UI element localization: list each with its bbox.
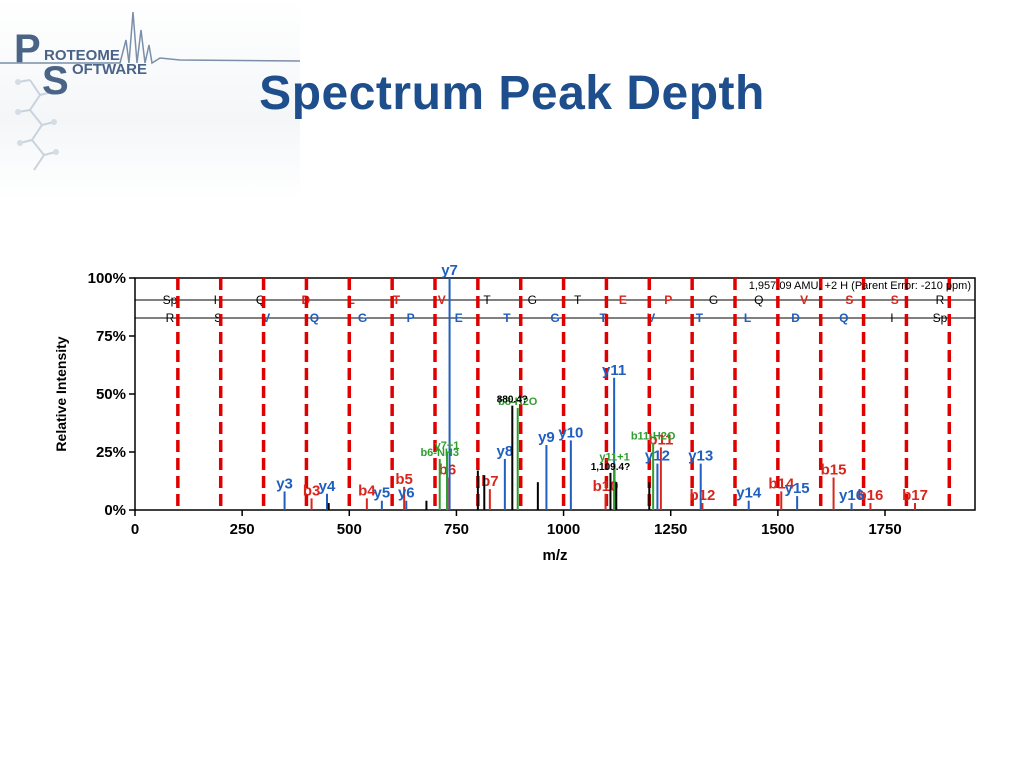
peak-label: y7 bbox=[441, 262, 458, 279]
peak-label: b11 bbox=[648, 431, 673, 448]
slide-title: Spectrum Peak Depth bbox=[259, 67, 765, 120]
x-tick-label: 0 bbox=[131, 521, 139, 538]
y-sequence-residue: T bbox=[599, 311, 607, 325]
peak-label: y6 bbox=[398, 485, 415, 502]
b-sequence-residue: L bbox=[348, 293, 355, 307]
y-sequence-residue: Sp bbox=[933, 311, 948, 325]
spectrum-chart: SpIQDLTVTGTEPGQVSSRRSVQGPETGTVTLDQISpb3b… bbox=[40, 255, 990, 575]
y-tick-label: 75% bbox=[96, 328, 126, 345]
y-sequence-residue: S bbox=[214, 311, 222, 325]
b-sequence-residue: R bbox=[936, 293, 945, 307]
x-tick-label: 250 bbox=[230, 521, 255, 538]
x-axis-label: m/z bbox=[542, 547, 567, 564]
peak-label: y5 bbox=[374, 485, 391, 502]
peak-label: y10 bbox=[558, 424, 583, 441]
y-sequence-residue: V bbox=[262, 311, 270, 325]
y-tick-label: 25% bbox=[96, 444, 126, 461]
peak-label: b5 bbox=[395, 471, 413, 488]
plot-frame bbox=[134, 277, 976, 511]
b-sequence-residue: G bbox=[528, 293, 537, 307]
b-sequence-residue: V bbox=[800, 293, 808, 307]
y-tick-label: 50% bbox=[96, 386, 126, 403]
y-axis-label: Relative Intensity bbox=[53, 336, 69, 451]
b-sequence-residue: T bbox=[393, 293, 401, 307]
y-sequence-residue: T bbox=[696, 311, 704, 325]
peak-label: b11-H2O bbox=[631, 431, 676, 443]
y-sequence-residue: D bbox=[791, 311, 800, 325]
b-sequence-residue: E bbox=[619, 293, 627, 307]
y-sequence-residue: V bbox=[647, 311, 655, 325]
b-sequence-residue: I bbox=[214, 293, 217, 307]
b-sequence-residue: Q bbox=[256, 293, 265, 307]
logo-line-1: ROTEOME bbox=[44, 47, 120, 64]
peak-label: b16 bbox=[857, 487, 883, 504]
peak-label: y15 bbox=[785, 480, 810, 497]
peak-label: y7+1 bbox=[435, 440, 460, 452]
logo-letter-s: S bbox=[42, 59, 69, 103]
b-sequence-residue: P bbox=[664, 293, 672, 307]
spectrum-plot: SpIQDLTVTGTEPGQVSSRRSVQGPETGTVTLDQISpb3b… bbox=[53, 262, 976, 564]
peak-label: 1,109.4? bbox=[591, 462, 630, 473]
peak-label: b8-H2O bbox=[498, 396, 538, 408]
peak-label: b12 bbox=[689, 487, 715, 504]
y-sequence-residue: Q bbox=[839, 311, 848, 325]
y-sequence-residue: I bbox=[890, 311, 893, 325]
y-sequence-residue: L bbox=[744, 311, 751, 325]
peak-label: y11 bbox=[602, 362, 626, 379]
b-sequence-residue: S bbox=[845, 293, 853, 307]
logo-letter-p: P bbox=[14, 27, 41, 71]
logo-spectrum-line bbox=[0, 11, 301, 65]
peak-label: y11+1 bbox=[599, 452, 629, 464]
peak-label: y13 bbox=[688, 448, 713, 465]
b-sequence-residue: T bbox=[483, 293, 491, 307]
peak-label: b15 bbox=[821, 462, 847, 479]
b-sequence-residue: G bbox=[709, 293, 718, 307]
peak-label: y4 bbox=[319, 478, 336, 495]
peak-label: y16 bbox=[839, 487, 864, 504]
peak-label: y8 bbox=[497, 443, 514, 460]
company-logo: P ROTEOME S OFTWARE bbox=[0, 0, 301, 200]
parent-mass-annotation: 1,957.09 AMU, +2 H (Parent Error: -210 p… bbox=[749, 280, 971, 292]
y-sequence-residue: G bbox=[358, 311, 367, 325]
logo-line-2: OFTWARE bbox=[72, 61, 147, 78]
y-tick-label: 0% bbox=[104, 502, 126, 519]
x-tick-label: 1750 bbox=[868, 521, 901, 538]
b-sequence-residue: Sp bbox=[163, 293, 178, 307]
peak-label: b4 bbox=[358, 482, 376, 499]
b-sequence-residue: V bbox=[438, 293, 446, 307]
peak-label: y9 bbox=[538, 429, 555, 446]
peak-label: b14 bbox=[768, 475, 795, 492]
y-sequence-residue: G bbox=[550, 311, 559, 325]
peak-label: y12 bbox=[645, 448, 670, 465]
y-tick-label: 100% bbox=[88, 270, 126, 287]
x-tick-label: 1000 bbox=[547, 521, 580, 538]
x-tick-label: 1250 bbox=[654, 521, 687, 538]
y-sequence-residue: P bbox=[407, 311, 415, 325]
b-sequence-residue: Q bbox=[754, 293, 763, 307]
x-tick-label: 750 bbox=[444, 521, 469, 538]
y-sequence-residue: R bbox=[166, 311, 175, 325]
peak-label: y14 bbox=[736, 485, 762, 502]
peak-label: b3 bbox=[303, 482, 321, 499]
y-sequence-residue: E bbox=[455, 311, 463, 325]
peak-label: b7 bbox=[481, 473, 499, 490]
peak-label: b6-NH3 bbox=[420, 447, 459, 459]
x-tick-label: 500 bbox=[337, 521, 362, 538]
b-sequence-residue: T bbox=[574, 293, 582, 307]
peak-label: 880.4? bbox=[497, 395, 528, 406]
logo-graphic: P ROTEOME S OFTWARE bbox=[0, 11, 301, 171]
y-sequence-residue: Q bbox=[310, 311, 319, 325]
peak-label: b17 bbox=[902, 487, 928, 504]
peak-label: b10 bbox=[593, 478, 619, 495]
y-sequence-residue: T bbox=[503, 311, 511, 325]
x-tick-label: 1500 bbox=[761, 521, 794, 538]
peak-label: y3 bbox=[276, 475, 293, 492]
b-sequence-residue: S bbox=[891, 293, 899, 307]
